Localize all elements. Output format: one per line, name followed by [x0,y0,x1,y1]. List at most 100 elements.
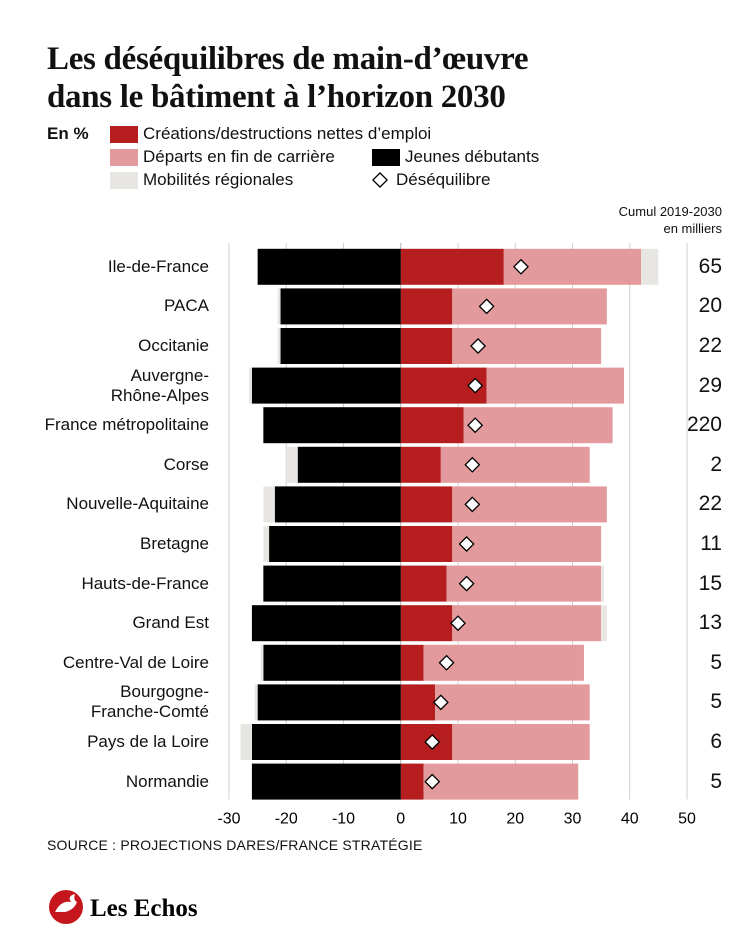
bar-segment [452,605,602,642]
bar-segment [251,367,401,404]
category-label: Hauts-de-France [81,573,209,593]
category-label: Ile-de-France [107,256,209,276]
legend-label: Mobilités régionales [143,170,294,189]
balance-marker [438,654,455,671]
bar-segment [260,644,264,681]
bar-segment [601,605,607,642]
legend-label: Départs en fin de carrière [143,147,335,166]
bar-segment [280,328,401,364]
balance-marker [470,338,487,354]
category-label: Centre-Val de Loire [62,652,209,672]
x-tick-label: 40 [621,811,639,828]
balance-marker [464,456,481,473]
bar-segment [257,684,401,721]
legend-label: Créations/destructions nettes d’emploi [143,124,432,143]
cumul-header: Cumul 2019-2030 en milliers [619,203,722,237]
balance-marker [478,298,495,315]
bars [240,248,659,800]
balance-marker [458,536,475,552]
category-label: Pays de la Loire [87,732,209,751]
balance-marker [512,258,529,275]
bar-segment [400,763,424,800]
category-label: Normandie [125,771,209,791]
bar-segment [263,407,401,444]
balance-marker [467,417,484,434]
x-tick-label: -10 [332,811,355,828]
legend-label: Déséquilibre [396,170,491,189]
category-label: Occitanie [138,336,209,355]
bar-segment [423,763,579,800]
bar-segment [286,446,298,483]
legend-swatch [110,126,138,143]
category-label: Nouvelle-Aquitaine [66,494,209,514]
bar-segment [641,248,659,285]
bar-segment [400,644,424,681]
bar-segment [249,367,252,404]
cumul-value: 5 [710,690,722,714]
x-tick-label: -20 [275,811,298,828]
x-tick-label: 0 [396,811,405,828]
bar-segment [251,605,401,642]
cumul-value: 2 [710,452,722,476]
bar-segment [400,446,441,483]
cumul-value: 11 [700,532,722,555]
bar-segment [263,644,401,681]
category-label: PACA [163,296,209,316]
cumul-label: Cumul 2019-2030 [618,204,722,219]
bar-segment [254,684,258,721]
bar-segment [435,684,590,721]
chart-title: Les déséquilibres de main-d’œuvre dans l… [47,41,529,115]
bar-segment [400,526,453,562]
bar-segment [240,724,252,760]
bar-segment [277,288,281,325]
x-tick-label: 20 [506,811,524,828]
cumul-value: 22 [698,334,722,357]
cumul-sublabel: en milliers [663,221,722,236]
cumul-value: 29 [698,373,722,397]
bar-segment [263,565,401,602]
cumul-value: 65 [698,254,722,278]
source: SOURCE : PROJECTIONS DARES/FRANCE STRATÉ… [47,837,423,853]
bar-segment [269,526,401,562]
category-label: Bourgogne- Franche-Comté [90,682,209,722]
cumul-value: 6 [710,730,722,753]
category-label: Auvergne- Rhône-Alpes [110,365,209,405]
cumul-value: 5 [710,769,722,793]
legend-label: Jeunes débutants [405,147,540,166]
bar-segment [400,605,453,642]
bar-segment [400,486,453,523]
balance-marker [424,734,441,750]
bar-segment [257,248,401,285]
balance-marker [432,694,449,711]
bar-segment [400,407,464,444]
x-tick-label: -30 [217,811,240,828]
x-tick-label: 10 [449,811,467,828]
category-label: France métropolitaine [44,415,209,435]
bar-segment [400,328,453,364]
legend-swatch [372,149,400,166]
bar-segment [277,328,281,364]
legend-diamond [372,172,388,188]
cumul-value: 5 [710,650,722,674]
balance-marker [450,615,466,632]
cumul-value: 15 [698,571,722,595]
logo-bird [55,894,77,912]
category-label: Grand Est [132,613,209,633]
x-tick-label: 30 [564,811,582,828]
brand: Les Echos [90,895,198,922]
bar-segment [463,407,613,444]
bar-segment [251,763,401,800]
cumul-value: 13 [698,611,722,635]
category-label: Corse [163,454,209,474]
bar-segment [297,446,401,483]
balance-marker [464,496,481,513]
bar-segment [452,526,602,562]
balance-marker [458,575,475,592]
x-tick-label: 50 [678,811,696,828]
bar-segment [400,288,453,325]
cumul-value: 22 [698,492,722,516]
unit-label: En % [47,124,89,143]
bar-segment [452,288,607,325]
